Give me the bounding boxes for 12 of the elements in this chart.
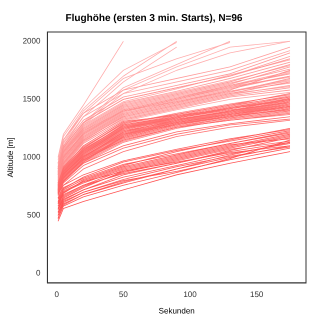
chart-title: Flughöhe (ersten 3 min. Starts), N=96 (66, 12, 243, 24)
y-tick-label: 1500 (22, 94, 41, 104)
y-tick-label: 500 (27, 210, 41, 220)
y-tick-label: 2000 (22, 36, 41, 46)
y-axis-title: Altitude [m] (6, 137, 16, 178)
y-tick-label: 1000 (22, 152, 41, 162)
x-tick-label: 150 (250, 290, 264, 299)
x-tick-label: 100 (183, 290, 198, 299)
x-tick-label: 50 (118, 290, 128, 299)
x-tick-label: 0 (54, 290, 60, 299)
y-tick-label: 0 (36, 268, 41, 278)
x-axis-title: Sekunden (158, 306, 195, 316)
